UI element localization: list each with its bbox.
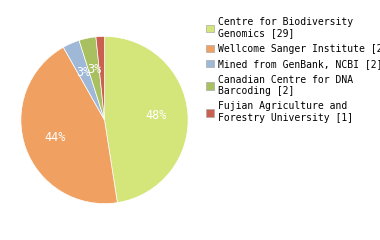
Text: 44%: 44% (45, 131, 66, 144)
Text: 3%: 3% (87, 63, 101, 76)
Wedge shape (96, 36, 105, 120)
Legend: Centre for Biodiversity
Genomics [29], Wellcome Sanger Institute [27], Mined fro: Centre for Biodiversity Genomics [29], W… (206, 17, 380, 123)
Wedge shape (63, 40, 104, 120)
Wedge shape (79, 37, 104, 120)
Wedge shape (21, 47, 117, 204)
Text: 48%: 48% (146, 109, 167, 122)
Wedge shape (105, 36, 188, 203)
Text: 3%: 3% (77, 66, 91, 79)
